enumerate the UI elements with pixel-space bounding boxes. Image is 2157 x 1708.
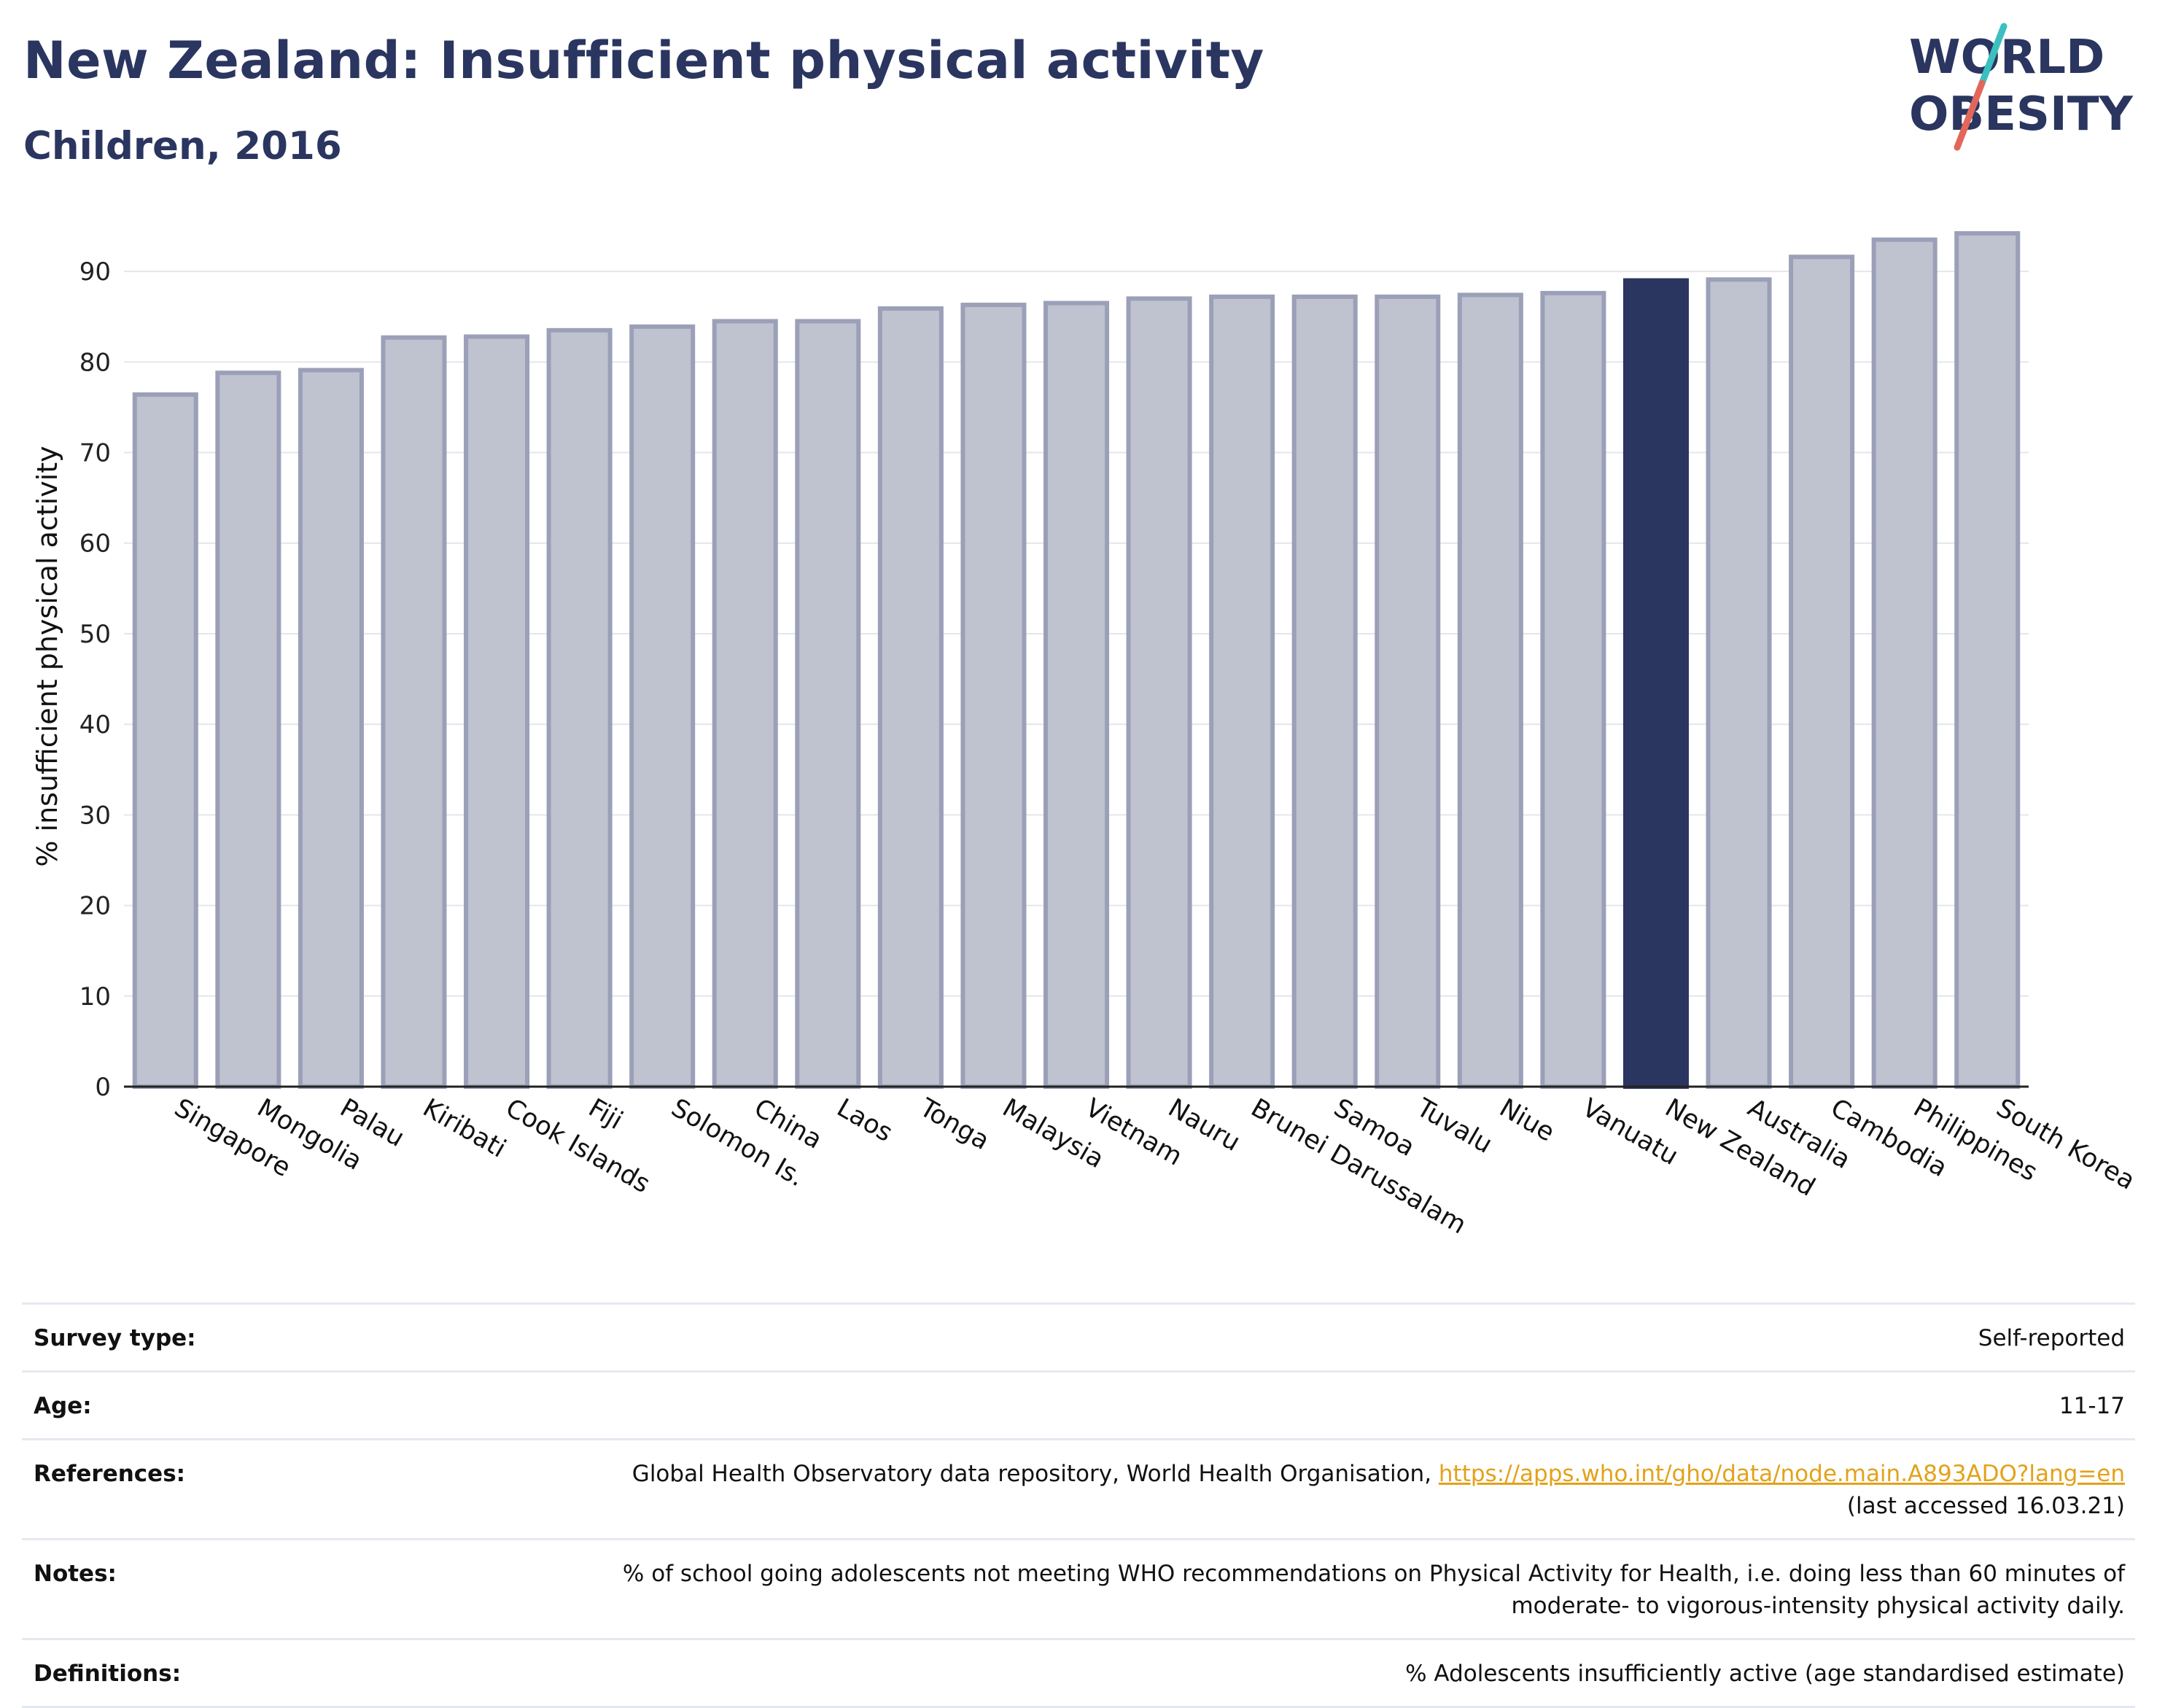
logo-line1: WORLD bbox=[1909, 31, 2104, 85]
notes-line2: moderate- to vigorous-intensity physical… bbox=[1511, 1593, 2125, 1619]
info-key: Notes: bbox=[34, 1561, 117, 1587]
y-tick-label: 20 bbox=[79, 892, 111, 921]
notes-line1: % of school going adolescents not meetin… bbox=[622, 1561, 2125, 1587]
info-table: Survey type: Self-reported Age: 11-17 Re… bbox=[22, 1303, 2135, 1708]
info-key: Age: bbox=[34, 1393, 92, 1419]
bar-chart: 0102030405060708090SingaporeMongoliaPala… bbox=[31, 230, 2140, 1240]
info-key: References: bbox=[34, 1461, 186, 1487]
bar bbox=[1954, 230, 2021, 1089]
world-obesity-logo: WORLD OBESITY bbox=[1909, 23, 2133, 151]
info-row-references: References: Global Health Observatory da… bbox=[22, 1438, 2135, 1538]
bar bbox=[960, 303, 1027, 1090]
info-row-definitions: Definitions: % Adolescents insufficientl… bbox=[22, 1638, 2135, 1708]
info-value: 11-17 bbox=[2059, 1393, 2125, 1419]
bar bbox=[629, 324, 696, 1090]
y-tick-label: 90 bbox=[79, 257, 111, 287]
bar bbox=[712, 319, 778, 1090]
bar bbox=[1622, 278, 1689, 1089]
y-tick-label: 10 bbox=[79, 982, 111, 1012]
info-row-notes: Notes: % of school going adolescents not… bbox=[22, 1538, 2135, 1638]
x-tick-label: Tonga bbox=[914, 1093, 995, 1156]
bar bbox=[381, 335, 447, 1090]
logo-accent-red bbox=[1954, 79, 1986, 151]
bar bbox=[1043, 300, 1110, 1089]
bar bbox=[1706, 277, 1772, 1090]
page-title: New Zealand: Insufficient physical activ… bbox=[23, 31, 1264, 90]
reference-accessed: (last accessed 16.03.21) bbox=[1846, 1493, 2125, 1519]
bar bbox=[464, 334, 530, 1089]
bar bbox=[1375, 294, 1441, 1090]
x-tick-label: Fiji bbox=[583, 1093, 628, 1136]
info-key: Definitions: bbox=[34, 1661, 182, 1687]
info-row-survey-type: Survey type: Self-reported bbox=[22, 1303, 2135, 1370]
y-tick-label: 60 bbox=[79, 529, 111, 559]
logo-line2: OBESITY bbox=[1909, 88, 2133, 141]
logo-accent-teal bbox=[1978, 23, 2008, 87]
y-axis-label: % insufficient physical activity bbox=[31, 446, 63, 866]
y-tick-label: 0 bbox=[95, 1073, 111, 1102]
info-row-age: Age: 11-17 bbox=[22, 1370, 2135, 1438]
bar bbox=[795, 319, 861, 1090]
x-tick-label: Cook Islands bbox=[501, 1093, 655, 1199]
y-tick-label: 80 bbox=[79, 348, 111, 377]
page-subtitle: Children, 2016 bbox=[23, 124, 342, 168]
x-tick-label: South Korea bbox=[1991, 1093, 2140, 1196]
bar bbox=[215, 370, 281, 1089]
x-tick-label: Kiribati bbox=[418, 1093, 510, 1164]
info-value: Global Health Observatory data repositor… bbox=[632, 1458, 2125, 1522]
bar bbox=[1871, 237, 1938, 1089]
info-value: Self-reported bbox=[1978, 1325, 2125, 1351]
x-tick-label: Niue bbox=[1494, 1093, 1559, 1147]
y-tick-label: 40 bbox=[79, 710, 111, 740]
bar bbox=[1457, 292, 1523, 1089]
reference-link[interactable]: https://apps.who.int/gho/data/node.main.… bbox=[1438, 1461, 2125, 1487]
bar bbox=[546, 327, 613, 1089]
bar bbox=[1540, 290, 1606, 1090]
bar bbox=[877, 306, 944, 1089]
bar bbox=[1209, 294, 1275, 1090]
bar bbox=[132, 392, 198, 1090]
y-tick-label: 50 bbox=[79, 620, 111, 649]
info-value: % of school going adolescents not meetin… bbox=[623, 1558, 2125, 1622]
info-value: % Adolescents insufficiently active (age… bbox=[1405, 1661, 2125, 1687]
bar bbox=[298, 368, 364, 1089]
bar bbox=[1789, 255, 1855, 1090]
x-tick-label: Laos bbox=[832, 1093, 898, 1148]
reference-text: Global Health Observatory data repositor… bbox=[631, 1461, 1439, 1487]
bar bbox=[1126, 296, 1192, 1090]
bar bbox=[1291, 294, 1358, 1090]
y-tick-label: 30 bbox=[79, 801, 111, 830]
x-tick-label: Tuvalu bbox=[1411, 1093, 1497, 1160]
info-key: Survey type: bbox=[34, 1325, 196, 1351]
y-tick-label: 70 bbox=[79, 439, 111, 468]
